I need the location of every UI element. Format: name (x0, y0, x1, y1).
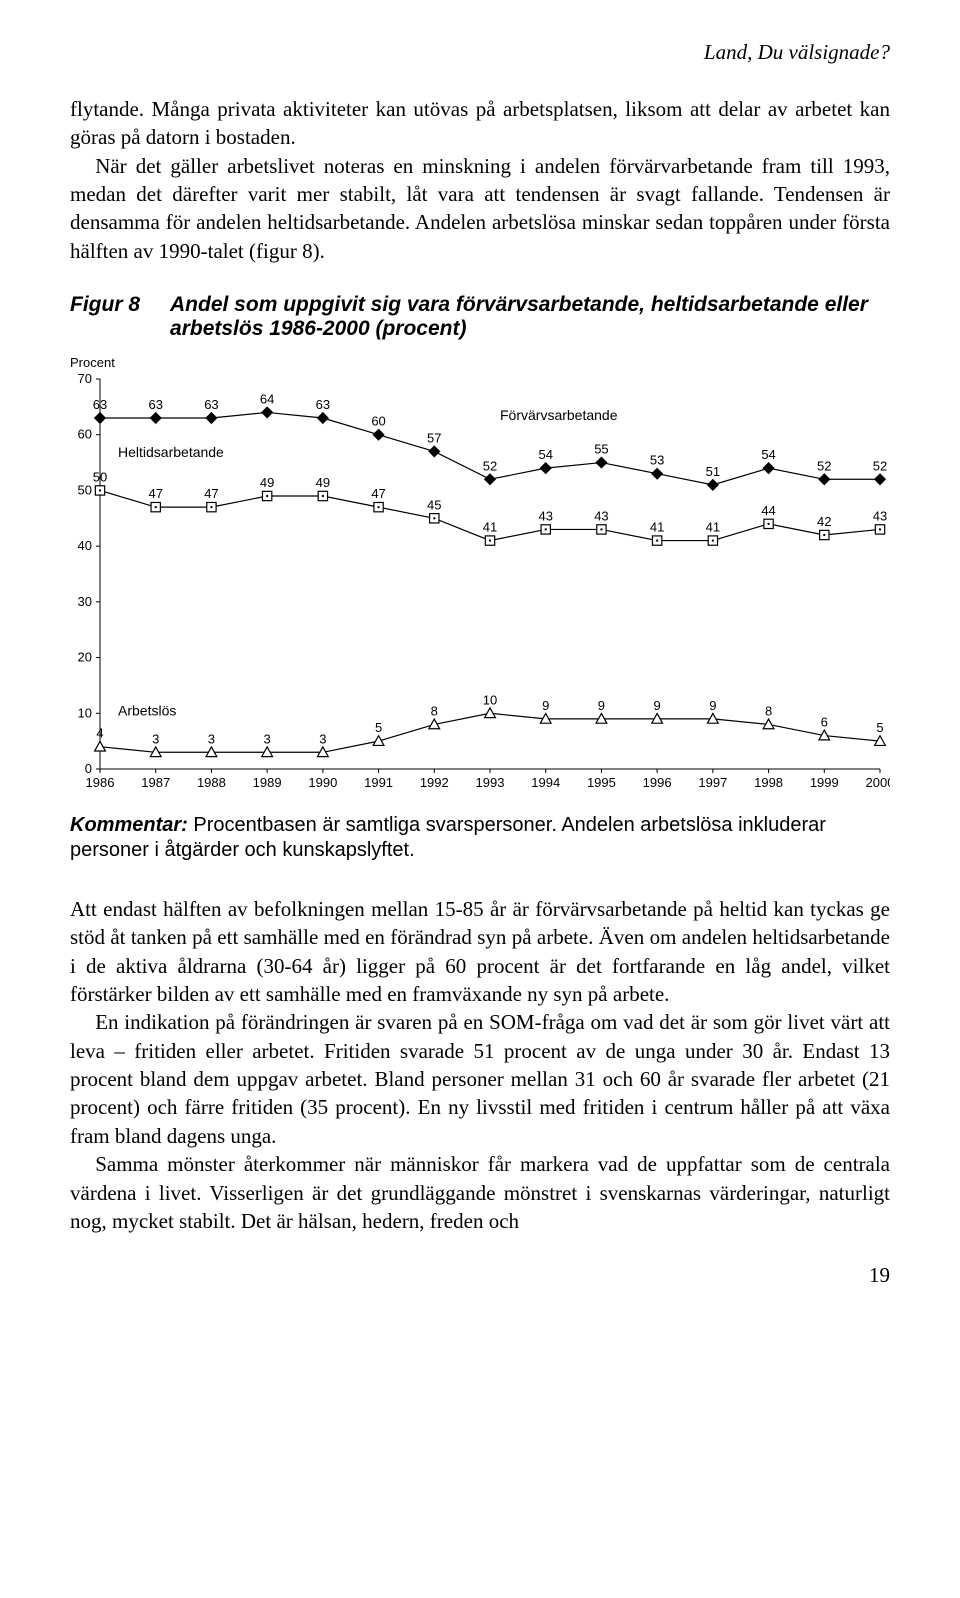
svg-text:52: 52 (817, 458, 831, 473)
svg-text:Arbetslös: Arbetslös (118, 702, 176, 718)
svg-text:1990: 1990 (308, 775, 337, 790)
svg-text:44: 44 (761, 503, 775, 518)
svg-text:1986: 1986 (86, 775, 115, 790)
svg-text:8: 8 (431, 703, 438, 718)
svg-text:42: 42 (817, 514, 831, 529)
svg-text:9: 9 (709, 698, 716, 713)
svg-text:Förvärvsarbetande: Förvärvsarbetande (500, 407, 618, 423)
svg-text:40: 40 (78, 538, 92, 553)
svg-text:3: 3 (208, 731, 215, 746)
svg-text:3: 3 (152, 731, 159, 746)
svg-text:60: 60 (78, 427, 92, 442)
figure-8-chart: Procent 0 10 20 30 40 50 60 70 1986 1987 1988 1989 1… (70, 355, 890, 795)
intro-paragraphs: flytande. Många privata aktiviteter kan … (70, 95, 890, 265)
svg-text:50: 50 (78, 482, 92, 497)
svg-text:49: 49 (260, 475, 274, 490)
svg-text:54: 54 (538, 447, 552, 462)
svg-text:52: 52 (483, 458, 497, 473)
svg-text:50: 50 (93, 469, 107, 484)
svg-text:9: 9 (598, 698, 605, 713)
paragraph-5: Samma mönster återkommer när människor f… (70, 1150, 890, 1235)
svg-text:9: 9 (654, 698, 661, 713)
paragraph-2: När det gäller arbetslivet noteras en mi… (70, 152, 890, 265)
svg-text:2000: 2000 (866, 775, 890, 790)
svg-text:47: 47 (148, 486, 162, 501)
figure-comment: Kommentar: Procentbasen är samtliga svar… (70, 813, 890, 863)
svg-text:43: 43 (538, 508, 552, 523)
svg-text:1999: 1999 (810, 775, 839, 790)
svg-text:1996: 1996 (643, 775, 672, 790)
svg-text:70: 70 (78, 371, 92, 386)
svg-text:47: 47 (204, 486, 218, 501)
svg-text:55: 55 (594, 442, 608, 457)
running-header: Land, Du välsignade? (70, 40, 890, 65)
paragraph-1: flytande. Många privata aktiviteter kan … (70, 95, 890, 152)
svg-text:4: 4 (96, 726, 103, 741)
svg-text:6: 6 (821, 715, 828, 730)
chart-svg: 0 10 20 30 40 50 60 70 1986 1987 1988 1989 1990 1991 1… (70, 355, 890, 795)
svg-text:5: 5 (876, 720, 883, 735)
svg-text:41: 41 (706, 520, 720, 535)
figure-title: Andel som uppgivit sig vara förvärvsarbe… (170, 293, 890, 341)
svg-text:63: 63 (316, 397, 330, 412)
svg-text:9: 9 (542, 698, 549, 713)
svg-text:1987: 1987 (141, 775, 170, 790)
svg-text:1989: 1989 (253, 775, 282, 790)
svg-text:20: 20 (78, 650, 92, 665)
svg-text:1991: 1991 (364, 775, 393, 790)
svg-text:53: 53 (650, 453, 664, 468)
svg-text:41: 41 (650, 520, 664, 535)
paragraph-3: Att endast hälften av befolkningen mella… (70, 895, 890, 1008)
svg-text:3: 3 (319, 731, 326, 746)
svg-text:41: 41 (483, 520, 497, 535)
svg-text:30: 30 (78, 594, 92, 609)
svg-text:1995: 1995 (587, 775, 616, 790)
svg-text:63: 63 (148, 397, 162, 412)
svg-text:1988: 1988 (197, 775, 226, 790)
svg-text:52: 52 (873, 458, 887, 473)
svg-text:43: 43 (873, 508, 887, 523)
svg-text:63: 63 (93, 397, 107, 412)
svg-text:64: 64 (260, 391, 274, 406)
svg-text:1997: 1997 (698, 775, 727, 790)
svg-text:60: 60 (371, 414, 385, 429)
figure-caption: Figur 8 Andel som uppgivit sig vara förv… (70, 293, 890, 341)
svg-text:54: 54 (761, 447, 775, 462)
svg-text:10: 10 (78, 705, 92, 720)
svg-text:51: 51 (706, 464, 720, 479)
svg-text:3: 3 (264, 731, 271, 746)
body-paragraphs: Att endast hälften av befolkningen mella… (70, 895, 890, 1235)
figure-number: Figur 8 (70, 293, 140, 341)
svg-text:10: 10 (483, 692, 497, 707)
svg-text:1994: 1994 (531, 775, 560, 790)
y-axis-label: Procent (70, 355, 880, 370)
svg-text:1992: 1992 (420, 775, 449, 790)
paragraph-4: En indikation på förändringen är svaren … (70, 1008, 890, 1150)
svg-text:45: 45 (427, 497, 441, 512)
svg-text:5: 5 (375, 720, 382, 735)
page-number: 19 (70, 1263, 890, 1288)
svg-text:0: 0 (85, 761, 92, 776)
svg-text:8: 8 (765, 703, 772, 718)
svg-text:Heltidsarbetande: Heltidsarbetande (118, 444, 224, 460)
comment-lead: Kommentar: (70, 814, 188, 836)
svg-text:43: 43 (594, 508, 608, 523)
svg-text:57: 57 (427, 430, 441, 445)
svg-text:63: 63 (204, 397, 218, 412)
svg-text:1993: 1993 (476, 775, 505, 790)
svg-text:47: 47 (371, 486, 385, 501)
svg-text:49: 49 (316, 475, 330, 490)
svg-text:1998: 1998 (754, 775, 783, 790)
